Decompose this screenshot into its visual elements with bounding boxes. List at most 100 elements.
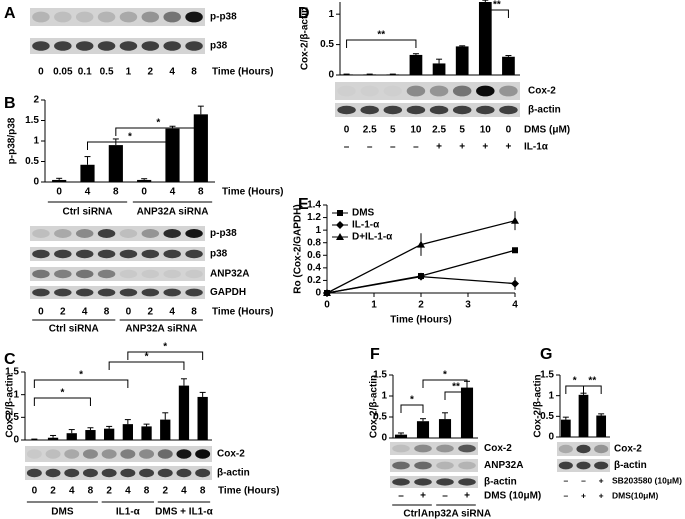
bar — [560, 419, 571, 437]
lane-label: + — [464, 491, 470, 502]
bar — [340, 74, 353, 75]
lane-label: 5 — [390, 125, 396, 136]
y-tick-label: 1.5 — [25, 115, 39, 126]
lane-label: 2.5 — [432, 125, 446, 136]
bar — [386, 74, 400, 75]
blot-band — [54, 41, 72, 51]
lane-label: – — [563, 475, 568, 485]
blot-band — [576, 444, 591, 454]
y-tick-label: 1 — [33, 136, 39, 147]
lane-row-label: SB203580 (10μM) — [612, 475, 682, 485]
blot-band — [32, 41, 50, 51]
lane-label: 2 — [60, 307, 66, 318]
lane-label: 0 — [506, 125, 512, 136]
bar — [165, 128, 180, 182]
bar — [178, 385, 190, 440]
blot-band — [163, 269, 181, 279]
bar — [197, 396, 208, 440]
bar — [104, 428, 115, 440]
lane-row-label: DMS (10μM) — [484, 491, 541, 502]
x-tick-label: 0 — [56, 187, 62, 198]
lane-label: 0.5 — [100, 67, 114, 78]
blot-label: p38 — [210, 41, 228, 52]
y-tick-label: 0.5 — [373, 412, 387, 423]
blot-band — [32, 249, 50, 259]
lane-label: – — [442, 491, 448, 502]
blot-band — [26, 468, 42, 478]
lane-label: 1 — [126, 67, 132, 78]
lane-row-label: IL-1α — [524, 142, 549, 153]
lane-row-label: Time (Hours) — [212, 307, 274, 318]
significance-bracket — [87, 141, 173, 150]
significance-label: ** — [452, 382, 460, 393]
significance-label: ** — [493, 0, 501, 11]
blot-band — [119, 288, 138, 297]
blot-label: ANP32A — [210, 269, 249, 280]
group-label: DMS — [51, 507, 74, 518]
y-tick-label: 0.2 — [307, 275, 321, 286]
x-axis-label: Time (Hours) — [390, 315, 452, 326]
blot-band — [141, 229, 160, 238]
significance-bracket — [444, 391, 468, 400]
panel-letter: A — [4, 5, 16, 22]
blot-band — [75, 288, 94, 297]
lane-label: 0 — [38, 67, 44, 78]
blot-band — [360, 105, 379, 115]
blot-band — [185, 249, 203, 259]
significance-bracket — [484, 9, 509, 18]
lane-label: 5 — [459, 125, 465, 136]
lane-label: 4 — [125, 486, 131, 497]
lane-label: 0 — [344, 125, 350, 136]
lane-label: 8 — [191, 67, 197, 78]
significance-label: * — [156, 118, 160, 129]
blot-label: β-actin — [217, 468, 250, 479]
group-label: Ctrl — [403, 509, 420, 519]
lane-label: 8 — [191, 307, 197, 318]
y-tick-label: 1.5 — [540, 370, 554, 381]
marker — [511, 279, 519, 288]
blot-band — [499, 105, 518, 115]
lane-label: 4 — [82, 307, 88, 318]
y-tick-label: 0.5 — [320, 39, 334, 50]
blot-band — [185, 269, 203, 279]
lane-row-label: Time (Hours) — [212, 67, 274, 78]
blot-band — [32, 269, 50, 279]
blot-band — [383, 105, 403, 115]
y-axis-label: Cox-2/β-actin — [5, 374, 16, 437]
blot-strip — [390, 459, 478, 472]
x-tick-label: 8 — [198, 187, 204, 198]
legend-label: DMS — [352, 208, 375, 219]
bar — [416, 421, 430, 438]
blot-band — [119, 269, 138, 279]
y-tick-label: 1 — [328, 9, 334, 20]
blot-band — [119, 229, 138, 238]
blot-band — [392, 478, 410, 486]
blot-strip — [390, 442, 478, 455]
y-tick-label: 1 — [13, 389, 19, 400]
blot-band — [406, 85, 426, 97]
blot-band — [75, 11, 94, 23]
significance-label: ** — [377, 30, 385, 41]
x-tick-label: 8 — [113, 187, 119, 198]
bar — [409, 54, 423, 75]
blot-label: Cox-2 — [484, 443, 512, 454]
significance-label: * — [128, 132, 132, 143]
blot-band — [163, 288, 181, 297]
group-label: DMS + IL1-α — [155, 507, 213, 518]
blot-band — [54, 229, 72, 238]
y-tick-label: 0.5 — [5, 412, 19, 423]
lane-label: 2 — [106, 486, 112, 497]
lane-label: – — [390, 142, 396, 153]
blot-band — [476, 105, 495, 115]
blot-band — [185, 229, 203, 238]
blot-strip — [30, 247, 205, 261]
group-label: Anp32A siRNA — [421, 509, 491, 519]
lane-label: + — [599, 475, 604, 485]
x-tick-label: 4 — [170, 187, 176, 198]
blot-band — [476, 85, 495, 97]
legend-label: IL-1-α — [352, 220, 380, 231]
x-tick-label: 4 — [85, 187, 91, 198]
blot-band — [54, 288, 72, 297]
blot-band — [141, 11, 160, 23]
blot-band — [97, 229, 116, 238]
